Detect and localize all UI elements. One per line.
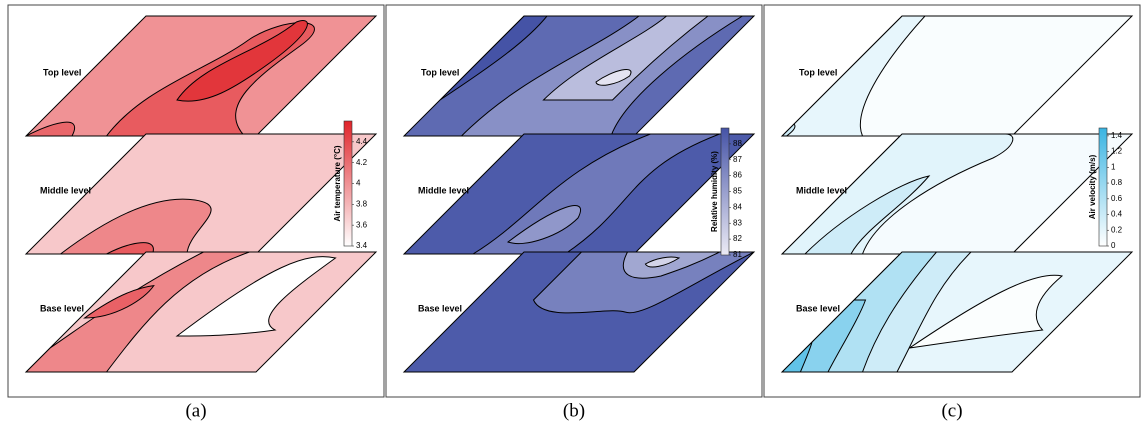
colorbar-tick-label: 82	[733, 234, 742, 243]
colorbar-tick-label: 86	[733, 171, 742, 180]
colorbar-tick-label: 3.4	[356, 241, 368, 250]
colorbar-tick-label: 1.4	[1111, 131, 1123, 140]
contour-fill	[782, 16, 983, 136]
contours	[404, 134, 754, 254]
panel-label: (a)	[185, 400, 206, 421]
plane	[404, 252, 754, 372]
contour-fill	[593, 69, 636, 85]
colorbar-tick-label: 3.8	[356, 199, 368, 208]
level-label: Top level	[799, 67, 837, 77]
colorbar-tick-label: 1.2	[1111, 147, 1123, 156]
level-label: Middle level	[40, 185, 91, 195]
contours	[26, 252, 376, 372]
colorbar-tick-label: 88	[733, 139, 742, 148]
contours	[404, 16, 754, 136]
contour-fill	[601, 252, 719, 278]
plane-outline	[404, 134, 754, 254]
plane-outline	[404, 252, 754, 372]
colorbar	[343, 120, 353, 247]
panel: Top level Middle level Base level 0 0.2 0.4 0.…	[764, 5, 1140, 421]
level-label: Top level	[43, 67, 81, 77]
contour-fill	[85, 286, 155, 318]
contour-fill	[506, 206, 590, 244]
plane-outline	[782, 252, 1132, 372]
colorbar-tick-label: 1	[1111, 162, 1116, 171]
level-label: Base level	[40, 303, 84, 313]
contour-fill	[544, 16, 709, 100]
colorbar	[720, 127, 730, 256]
contour-fill	[521, 252, 754, 313]
plane	[782, 134, 1132, 254]
plane	[782, 16, 1132, 136]
contour-fill	[805, 176, 930, 254]
colorbar	[1098, 127, 1108, 247]
colorbar-label: Air temperature (°C)	[333, 145, 342, 221]
colorbar-tick-label: 84	[733, 202, 742, 211]
plane-outline	[26, 252, 376, 372]
colorbar-tick-label: 4.4	[356, 137, 368, 146]
colorbar-tick-label: 85	[733, 187, 742, 196]
colorbar-tick-label: 0.4	[1111, 210, 1123, 219]
panel: Top level Middle level Base level 81 82 83 84 8…	[386, 5, 762, 421]
colorbar-label: Relative humidity (%)	[710, 151, 719, 232]
plane	[782, 252, 1132, 372]
colorbar-tick-label: 83	[733, 218, 742, 227]
colorbar-tick-label: 0.8	[1111, 178, 1123, 187]
contour-fill	[642, 257, 679, 267]
panel-frame	[7, 4, 385, 398]
level-label: Middle level	[796, 185, 847, 195]
colorbar-tick-label: 4.2	[356, 158, 368, 167]
colorbar-label: Air velocity (m/s)	[1088, 154, 1097, 219]
colorbar-tick-label: 0.6	[1111, 194, 1123, 203]
level-label: Base level	[796, 303, 840, 313]
plane	[26, 16, 376, 136]
contour-fill	[61, 199, 242, 254]
level-label: Base level	[418, 303, 462, 313]
plane-outline	[782, 134, 1132, 254]
plane	[404, 134, 754, 254]
panel-label: (b)	[563, 400, 585, 421]
plane-outline	[26, 16, 376, 136]
contour-fill	[174, 21, 317, 102]
colorbar-tick-label: 87	[733, 155, 742, 164]
contour-fill	[910, 275, 1098, 348]
level-label: Middle level	[418, 185, 469, 195]
plane	[26, 252, 376, 372]
contours	[782, 134, 1132, 254]
contour-fill	[782, 16, 1132, 136]
panel-frame	[385, 4, 763, 398]
plane-outline	[26, 134, 376, 254]
colorbar-tick-label: 0	[1111, 241, 1116, 250]
colorbar-tick-label: 3.6	[356, 220, 368, 229]
contours	[404, 252, 754, 372]
plane	[404, 16, 754, 136]
plane-outline	[404, 16, 754, 136]
level-label: Top level	[421, 67, 459, 77]
colorbar-tick-label: 4	[356, 179, 361, 188]
panel-label: (c)	[941, 400, 962, 421]
colorbar-tick-label: 0.2	[1111, 225, 1123, 234]
panel: Top level Middle level Base level 3.4 3.6 3.8…	[8, 5, 384, 421]
colorbar-tick-label: 81	[733, 250, 742, 259]
panel-frame	[763, 4, 1141, 398]
plane-outline	[782, 16, 1132, 136]
contours	[782, 252, 1132, 372]
contour-fill	[177, 257, 348, 336]
